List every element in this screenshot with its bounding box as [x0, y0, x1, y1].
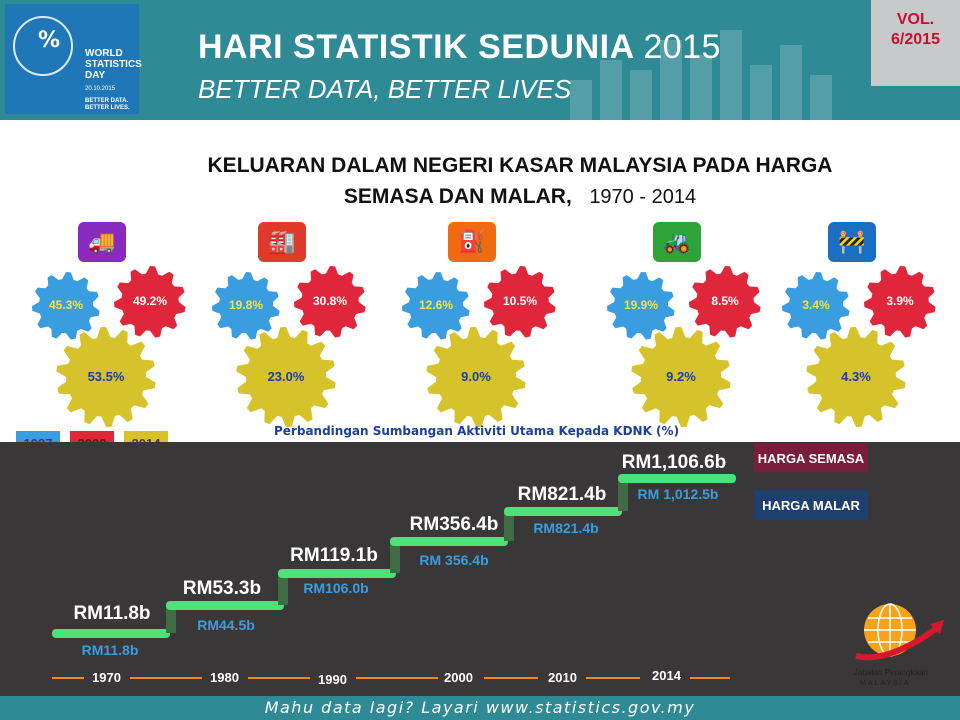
gear-value-2014: 23.0%	[267, 369, 305, 384]
year-label: 1990	[318, 672, 347, 687]
gear-value-1987: 19.9%	[623, 298, 659, 312]
harga-malar-tag: HARGA MALAR	[754, 490, 868, 520]
infographic-title: KELUARAN DALAM NEGERI KASAR MALAYSIA PAD…	[140, 150, 900, 213]
header-title: HARI STATISTIK SEDUNIA 2015	[198, 28, 721, 67]
gdp-current-price: RM356.4b	[409, 514, 499, 535]
gear-value-2014: 9.0%	[461, 369, 491, 384]
header-title-year: 2015	[643, 28, 721, 66]
gear-value-2000: 3.9%	[886, 294, 914, 308]
volume-label: VOL.	[896, 11, 935, 28]
gear-value-1987: 45.3%	[48, 298, 84, 312]
footer-link[interactable]: Mahu data lagi? Layari www.statistics.go…	[0, 696, 960, 720]
gear-2000-icon	[484, 266, 556, 338]
gdp-current-price: RM821.4b	[517, 484, 607, 505]
header-banner: % WORLD STATISTICS DAY 20.10.2015 BETTER…	[0, 0, 960, 120]
gdp-constant-price: RM 356.4b	[419, 552, 489, 568]
title-line-2: SEMASA DAN MALAR, 1970 - 2014	[140, 181, 900, 213]
gear-2000-icon	[864, 266, 936, 338]
header-subtitle: BETTER DATA, BETTER LIVES	[198, 74, 572, 104]
factory-icon: 🏭	[258, 222, 306, 262]
gdp-current-price: RM1,106.6b	[621, 452, 727, 473]
globe-icon	[855, 603, 944, 661]
department-name: Jabatan Perangkaan	[854, 668, 928, 677]
logo-tag-1: BETTER DATA.	[85, 98, 129, 104]
chart-caption: Perbandingan Sumbangan Aktiviti Utama Ke…	[274, 424, 680, 438]
gear-value-1987: 19.8%	[228, 298, 264, 312]
gdp-constant-price: RM 1,012.5b	[637, 486, 719, 502]
title-line-1: KELUARAN DALAM NEGERI KASAR MALAYSIA PAD…	[207, 154, 833, 177]
logo-line-3: DAY	[85, 70, 106, 81]
logo-line-1: WORLD	[85, 48, 123, 59]
logo-tagline: BETTER DATA. BETTER LIVES.	[85, 98, 130, 112]
gdp-staircase-panel	[0, 442, 960, 696]
gear-value-2014: 9.2%	[666, 369, 696, 384]
department-country: MALAYSIA	[860, 680, 911, 687]
harga-semasa-tag: HARGA SEMASA	[754, 444, 868, 472]
gear-value-2000: 8.5%	[711, 294, 739, 308]
gdp-current-price: RM53.3b	[182, 578, 262, 599]
logo-line-2: STATISTICS	[85, 59, 142, 70]
title-years: 1970 - 2014	[589, 186, 697, 208]
gear-value-1987: 12.6%	[418, 298, 454, 312]
gear-1987-icon	[212, 272, 280, 340]
world-statistics-day-logo: % WORLD STATISTICS DAY 20.10.2015 BETTER…	[5, 4, 142, 114]
year-label: 2000	[444, 670, 473, 685]
tractor-icon: 🚜	[653, 222, 701, 262]
gear-2014-icon	[426, 327, 526, 427]
services-truck-icon: 🚚	[78, 222, 126, 262]
year-label: 1970	[92, 670, 121, 685]
gear-2014-icon	[631, 327, 731, 427]
header-title-text: HARI STATISTIK SEDUNIA	[198, 28, 634, 66]
gear-2000-icon	[689, 266, 761, 338]
gear-2014-icon	[806, 327, 906, 427]
gear-1987-icon	[607, 272, 675, 340]
gear-2000-icon	[114, 266, 186, 338]
volume-number: 6/2015	[891, 31, 940, 48]
logo-tag-2: BETTER LIVES.	[85, 105, 130, 111]
gear-1987-icon	[402, 272, 470, 340]
gear-value-2014: 53.5%	[87, 369, 125, 384]
gear-1987-icon	[782, 272, 850, 340]
title-line-2-text: SEMASA DAN MALAR,	[343, 185, 572, 208]
logo-date: 20.10.2015	[85, 86, 116, 92]
logo-circle	[13, 16, 73, 76]
gdp-current-price: RM11.8b	[73, 603, 151, 624]
gdp-constant-price: RM106.0b	[303, 580, 369, 596]
volume-badge: VOL. 6/2015	[871, 0, 960, 86]
gear-value-2014: 4.3%	[841, 369, 871, 384]
construction-worker-icon: 🚧	[828, 222, 876, 262]
gdp-constant-price: RM44.5b	[197, 617, 255, 633]
oil-rig-icon: ⛽	[448, 222, 496, 262]
gear-value-2000: 30.8%	[312, 294, 348, 308]
year-label: 2010	[548, 670, 577, 685]
gear-2014-icon	[56, 327, 156, 427]
gear-value-2000: 10.5%	[502, 294, 538, 308]
year-label: 2014	[652, 668, 681, 683]
department-logo: Jabatan Perangkaan MALAYSIA	[848, 598, 948, 694]
bar-decoration	[570, 30, 832, 120]
gear-value-1987: 3.4%	[802, 298, 830, 312]
year-label: 1980	[210, 670, 239, 685]
percent-icon: %	[38, 28, 61, 53]
logo-text: WORLD STATISTICS DAY	[85, 48, 142, 81]
gear-value-2000: 49.2%	[132, 294, 168, 308]
gdp-constant-price: RM821.4b	[533, 520, 599, 536]
gear-1987-icon	[32, 272, 100, 340]
gear-2014-icon	[236, 327, 336, 427]
gdp-constant-price: RM11.8b	[81, 642, 139, 658]
gear-2000-icon	[294, 266, 366, 338]
gdp-current-price: RM119.1b	[290, 545, 378, 566]
